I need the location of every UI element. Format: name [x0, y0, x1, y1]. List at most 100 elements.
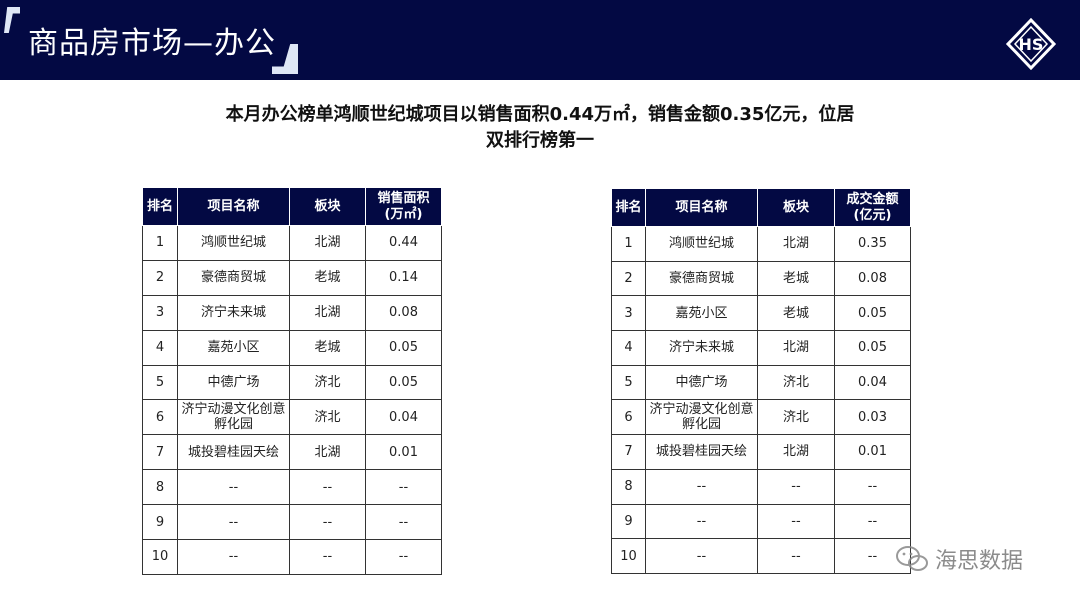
column-header: 成交金额 (亿元) [834, 188, 911, 227]
table-row: 1 鸿顺世纪城 北湖 0.35 [611, 226, 911, 262]
table-cell: 7 [611, 434, 646, 470]
table-cell: -- [177, 504, 290, 541]
table-cell: 济北 [757, 399, 835, 436]
table-row: 6 济宁动漫文化创意孵化园 济北 0.03 [611, 399, 911, 436]
table-cell: 3 [142, 294, 178, 331]
table-cell: 0.08 [365, 294, 442, 331]
table-cell: 0.05 [365, 329, 442, 366]
table-cell: 0.05 [834, 295, 911, 332]
table-cell: 北湖 [757, 434, 835, 470]
table-cell: -- [645, 538, 758, 574]
page-title: 商品房市场—办公 [28, 26, 276, 61]
table-cell: 5 [142, 364, 178, 401]
table-cell: 9 [142, 504, 178, 541]
table-cell: 嘉苑小区 [645, 295, 758, 332]
header-row: 排名 项目名称 板块 销售面积 (万㎡) [142, 187, 442, 226]
table-cell: 济宁未来城 [177, 294, 290, 331]
column-header: 项目名称 [177, 187, 290, 226]
table-row: 8 -- -- -- [611, 468, 911, 505]
table-cell: 鸿顺世纪城 [177, 225, 290, 261]
table-cell: -- [757, 468, 835, 505]
table-cell: 济宁未来城 [645, 330, 758, 366]
table-cell: 6 [142, 399, 178, 436]
header-row: 排名 项目名称 板块 成交金额 (亿元) [611, 188, 911, 227]
table-cell: 中德广场 [177, 364, 290, 401]
table-cell: 5 [611, 364, 646, 401]
table-cell: -- [365, 539, 442, 575]
table-cell: 2 [611, 260, 646, 297]
table-cell: -- [365, 469, 442, 506]
table-row: 10 -- -- -- [611, 538, 911, 574]
table-cell: 老城 [289, 259, 366, 296]
table-cell: 0.14 [365, 259, 442, 296]
table-cell: 0.05 [834, 330, 911, 366]
column-header: 销售面积 (万㎡) [365, 187, 442, 226]
column-header: 排名 [142, 187, 178, 226]
table-cell: 0.03 [834, 399, 911, 436]
table-row: 7 城投碧桂园天绘 北湖 0.01 [142, 434, 442, 471]
table-cell: -- [834, 503, 911, 540]
table-row: 10 -- -- -- [142, 539, 442, 575]
table-row: 3 嘉苑小区 老城 0.05 [611, 295, 911, 332]
table-row: 1 鸿顺世纪城 北湖 0.44 [142, 225, 442, 261]
table-cell: 0.04 [365, 399, 442, 436]
table-cell: 0.04 [834, 364, 911, 401]
table-row: 2 豪德商贸城 老城 0.08 [611, 260, 911, 297]
table-cell: 0.01 [834, 434, 911, 470]
table-cell: 济北 [757, 364, 835, 401]
table-cell: 3 [611, 295, 646, 332]
table-cell: 中德广场 [645, 364, 758, 401]
column-header: 项目名称 [645, 188, 758, 227]
svg-text:HS: HS [1019, 35, 1044, 54]
table-row: 7 城投碧桂园天绘 北湖 0.01 [611, 434, 911, 470]
table-cell: 4 [611, 330, 646, 366]
table-row: 4 嘉苑小区 老城 0.05 [142, 329, 442, 366]
table-cell: -- [645, 468, 758, 505]
table-cell: 9 [611, 503, 646, 540]
corner-decoration [4, 7, 20, 33]
hs-logo-icon: HS [1006, 18, 1056, 70]
table-cell: 嘉苑小区 [177, 329, 290, 366]
table-cell: 城投碧桂园天绘 [645, 434, 758, 470]
table-cell: 0.44 [365, 225, 442, 261]
table-cell: 0.05 [365, 364, 442, 401]
wechat-icon [896, 546, 928, 571]
column-header: 板块 [289, 187, 366, 226]
amount-ranking-table: 排名 项目名称 板块 成交金额 (亿元) 1 鸿顺世纪城 北湖 0.35 2 豪德商贸城 老城 0.08… [611, 188, 911, 574]
table-cell: -- [177, 469, 290, 506]
table-cell: 8 [142, 469, 178, 506]
table-cell: 北湖 [757, 226, 835, 262]
table-cell: -- [834, 468, 911, 505]
table-cell: -- [289, 504, 366, 541]
table-row: 9 -- -- -- [611, 503, 911, 540]
table-cell: 8 [611, 468, 646, 505]
table-cell: 豪德商贸城 [645, 260, 758, 297]
table-cell: 10 [611, 538, 646, 574]
table-cell: -- [365, 504, 442, 541]
area-ranking-table: 排名 项目名称 板块 销售面积 (万㎡) 1 鸿顺世纪城 北湖 0.44 2 豪德商贸城 老城 0.14… [142, 187, 442, 575]
table-cell: 济宁动漫文化创意孵化园 [645, 399, 758, 436]
table-cell: 10 [142, 539, 178, 575]
table-row: 3 济宁未来城 北湖 0.08 [142, 294, 442, 331]
table-cell: 老城 [757, 295, 835, 332]
table-cell: 鸿顺世纪城 [645, 226, 758, 262]
headline-line: 本月办公榜单鸿顺世纪城项目以销售面积0.44万㎡，销售金额0.35亿元，位居 [225, 104, 855, 125]
table-row: 8 -- -- -- [142, 469, 442, 506]
table-row: 9 -- -- -- [142, 504, 442, 541]
column-header: 板块 [757, 188, 835, 227]
table-cell: 济北 [289, 399, 366, 436]
table-row: 5 中德广场 济北 0.04 [611, 364, 911, 401]
table-row: 6 济宁动漫文化创意孵化园 济北 0.04 [142, 399, 442, 436]
table-cell: 济宁动漫文化创意孵化园 [177, 399, 290, 436]
table-cell: 0.08 [834, 260, 911, 297]
table-cell: 0.01 [365, 434, 442, 471]
header-banner: 商品房市场—办公 HS [0, 0, 1080, 80]
table-cell: 济北 [289, 364, 366, 401]
table-cell: 2 [142, 259, 178, 296]
table-row: 5 中德广场 济北 0.05 [142, 364, 442, 401]
table-cell: -- [757, 538, 835, 574]
table-cell: 北湖 [757, 330, 835, 366]
table-cell: 北湖 [289, 294, 366, 331]
table-cell: 北湖 [289, 225, 366, 261]
table-cell: 豪德商贸城 [177, 259, 290, 296]
